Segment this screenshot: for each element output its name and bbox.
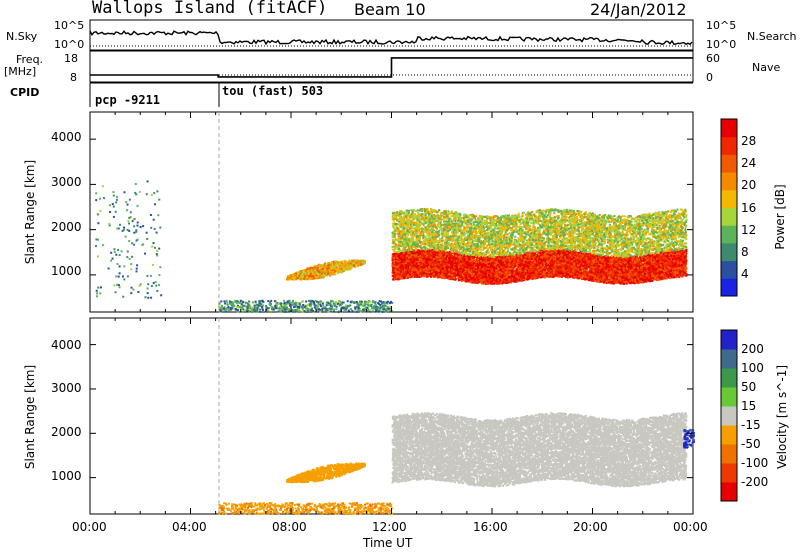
power-echo xyxy=(627,271,630,274)
freq-trace xyxy=(90,57,693,78)
power-echo xyxy=(625,282,628,285)
power-echo xyxy=(573,276,576,279)
power-echo xyxy=(630,272,633,274)
power-echo xyxy=(428,270,431,272)
power-echo xyxy=(439,265,442,268)
power-echo xyxy=(498,275,501,278)
power-echo xyxy=(441,259,444,262)
nsky-line xyxy=(89,30,693,46)
power-echo xyxy=(496,262,499,265)
freq-panel xyxy=(89,50,694,83)
power-echo xyxy=(682,252,685,255)
power-echo xyxy=(585,256,588,259)
power-echo xyxy=(570,270,573,273)
power-echo xyxy=(432,252,435,255)
power-echo xyxy=(671,259,674,262)
power-echo xyxy=(605,282,608,284)
power-echo xyxy=(642,267,645,270)
power-echo xyxy=(440,256,443,259)
power-echo xyxy=(596,273,599,275)
power-echo xyxy=(600,254,603,257)
power-echo xyxy=(421,262,424,265)
nsky-trace xyxy=(89,30,693,47)
power-echo xyxy=(581,262,584,265)
power-echo xyxy=(391,271,394,274)
power-echo xyxy=(456,258,458,261)
power-echo xyxy=(452,261,455,264)
power-echo xyxy=(391,259,394,262)
power-echo xyxy=(652,263,655,266)
power-echo xyxy=(600,277,603,280)
power-echo xyxy=(647,280,650,282)
power-echo xyxy=(494,256,497,259)
nsky-panel xyxy=(89,19,694,51)
power-echo xyxy=(456,261,459,264)
power-echo xyxy=(616,263,619,266)
power-echo xyxy=(569,251,572,254)
power-echo xyxy=(610,264,613,267)
power-echo xyxy=(506,277,509,280)
power-echo xyxy=(497,279,500,282)
power-echo xyxy=(438,268,441,270)
power-panel xyxy=(95,180,688,314)
power-echo xyxy=(551,269,554,272)
freq-line xyxy=(90,57,693,78)
power-echo xyxy=(434,270,437,273)
power-echo xyxy=(600,258,603,261)
